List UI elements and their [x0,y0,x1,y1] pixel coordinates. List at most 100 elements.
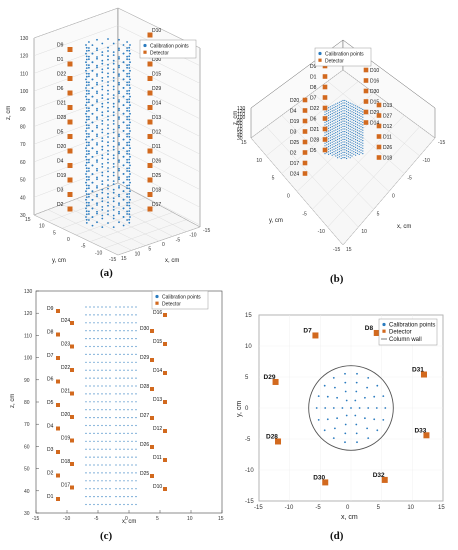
calibration-point [353,148,355,150]
calibration-point [129,121,131,124]
legend-box [314,47,372,67]
calibration-point [93,338,95,340]
y-tick-label: 15 [241,140,247,146]
calibration-point [107,115,109,118]
calibration-point [96,221,98,224]
calibration-point [115,488,117,490]
detector-marker-d30 [150,329,154,333]
calibration-point [107,187,109,190]
calibration-point [85,167,88,170]
calibration-point [85,173,87,175]
calibration-point [93,322,95,324]
calibration-point [89,448,91,450]
calibration-point [360,152,362,154]
calibration-point [105,496,107,498]
calibration-point [107,161,109,164]
z-axis-label: z, cm [6,106,12,120]
detector-marker-d25 [147,177,153,183]
calibration-point [128,167,131,170]
z-tick-label: 100 [24,356,33,362]
calibration-point [91,52,94,55]
calibration-point [115,369,117,371]
calibration-point [112,111,115,114]
calibration-point [328,153,330,155]
calibration-point [96,38,98,41]
calibration-point [128,193,131,195]
calibration-point [128,218,131,221]
calibration-point [115,464,117,466]
calibration-point [105,424,107,427]
calibration-point [88,133,90,135]
calibration-point [101,114,104,117]
x-tick-label: 15 [438,505,445,511]
calibration-point [342,146,344,148]
calibration-point [326,110,328,112]
calibration-point [93,448,95,450]
calibration-point [118,107,120,110]
calibration-point [346,124,348,126]
calibration-point [355,105,357,107]
calibration-point [317,419,320,421]
calibration-point [335,113,337,115]
calibration-point [118,56,120,58]
calibration-point [93,503,95,506]
calibration-point [349,141,351,143]
calibration-point [88,210,90,213]
calibration-point [126,41,128,43]
calibration-point [331,146,333,148]
calibration-point [101,171,104,174]
calibration-point [91,113,94,115]
calibration-point [127,432,129,434]
calibration-point [135,314,137,316]
calibration-point [340,142,342,144]
calibration-point [331,141,333,143]
calibration-point [119,361,121,363]
calibration-point [342,136,344,138]
detector-marker-d10 [147,32,153,38]
calibration-point [346,121,348,123]
calibration-point [122,155,125,158]
detector-label-d26: D26 [140,442,149,448]
calibration-point [344,123,346,125]
grid-line [33,165,119,198]
x-tick-label: -10 [423,158,430,164]
calibration-point [342,120,344,122]
detector-label-d11: D11 [153,455,162,461]
calibration-point [331,152,333,154]
calibration-point [337,115,339,117]
calibration-point [105,314,107,316]
calibration-point [128,49,131,52]
detector-marker-d11 [376,134,382,139]
plot-frame [35,290,223,514]
calibration-point [88,98,90,101]
calibration-point [355,128,357,130]
calibration-point [344,144,346,146]
z-tick-label: 70 [24,422,30,428]
calibration-point [109,385,111,387]
calibration-point [135,496,137,498]
calibration-point [346,157,348,160]
calibration-point [355,110,357,112]
calibration-point [333,148,335,150]
calibration-point [135,424,137,427]
calibration-point [128,150,131,152]
detector-label-d7: D7 [47,353,54,359]
calibration-point [128,187,131,190]
detector-label-d20: D20 [290,98,299,104]
calibration-point [88,109,90,112]
calibration-point [119,440,121,442]
calibration-point [347,148,349,150]
calibration-point [329,121,331,123]
calibration-point [131,330,133,332]
calibration-point [347,122,349,124]
calibration-point [338,140,340,142]
calibration-point [105,361,107,363]
calibration-point [115,417,117,419]
calibration-point [129,130,131,132]
calibration-point [128,55,131,58]
calibration-point [96,118,98,120]
calibration-point [101,353,103,355]
calibration-point [128,107,131,109]
